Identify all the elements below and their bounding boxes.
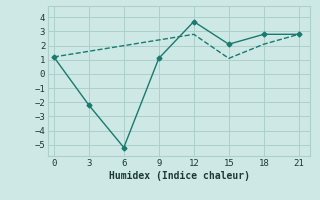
X-axis label: Humidex (Indice chaleur): Humidex (Indice chaleur) — [109, 171, 250, 181]
